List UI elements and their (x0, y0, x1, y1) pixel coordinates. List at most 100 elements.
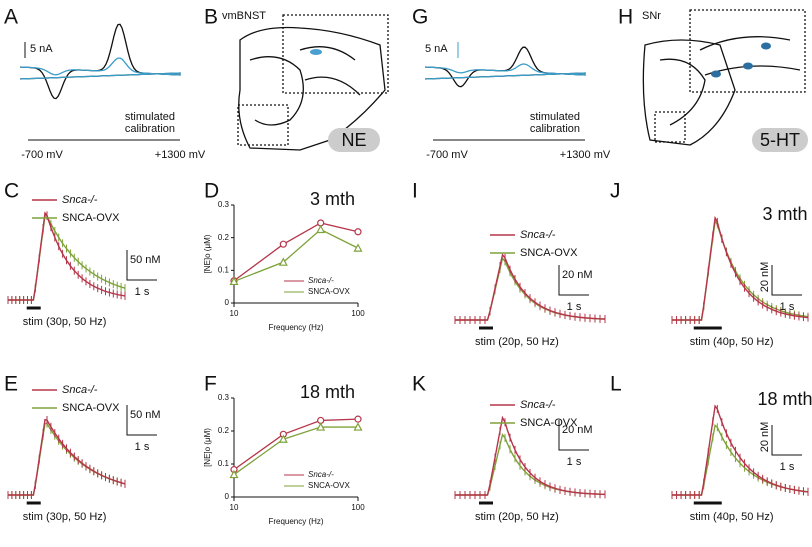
legend-label: stimulated (530, 111, 580, 123)
series-line (233, 228, 359, 283)
data-point (316, 224, 326, 234)
data-point (354, 228, 362, 236)
legend-label: Snca-/- (520, 229, 556, 241)
stim-label: stim (40p, 50 Hz) (690, 511, 774, 523)
panel-letter: E (4, 373, 18, 396)
anatomy-h (642, 9, 808, 152)
stim-label: stim (20p, 50 Hz) (475, 511, 559, 523)
data-point (278, 434, 288, 443)
x-tick-label: 100 (351, 309, 365, 318)
anatomy-b (237, 14, 389, 152)
legend-label: Snca-/- (62, 194, 98, 206)
trace (8, 422, 126, 496)
y-tick-label: 0.3 (218, 393, 230, 402)
cv-calibration (424, 46, 586, 88)
data-point (278, 257, 288, 266)
panel-letter: H (618, 6, 633, 29)
age-label: 3 mth (762, 204, 807, 224)
scale-label: 1 s (135, 286, 150, 298)
data-point (354, 415, 362, 423)
legend-label: Snca-/- (308, 470, 334, 479)
trace (455, 256, 606, 321)
panel-letter: J (610, 180, 621, 203)
legend-label: SNCA-OVX (62, 212, 120, 224)
panel-letter: K (412, 373, 426, 396)
trace (455, 433, 605, 496)
y-axis-label: [NE]o (μM) (203, 428, 212, 467)
panel-letter: F (204, 373, 217, 396)
y-tick-label: 0 (225, 492, 230, 501)
panel-letter: I (412, 180, 418, 203)
axis-label: +1300 mV (155, 149, 206, 161)
data-point (353, 422, 363, 431)
stim-label: stim (30p, 50 Hz) (23, 316, 107, 328)
panel-letter: G (412, 6, 428, 29)
scale-label: 20 nM (759, 422, 771, 453)
y-tick-label: 0.2 (218, 426, 230, 435)
cv-stimulated (424, 63, 586, 80)
y-tick-label: 0 (225, 298, 230, 307)
scale-bar (126, 405, 157, 436)
legend-label: Snca-/- (308, 276, 334, 285)
region-label: SNr (642, 10, 661, 22)
stim-label: stim (30p, 50 Hz) (23, 511, 107, 523)
y-axis-label: [NE]o (μM) (203, 234, 212, 273)
scale-bar (771, 265, 802, 296)
axis-label: +1300 mV (560, 149, 611, 161)
y-tick-label: 0.2 (218, 233, 230, 242)
scale-label: 50 nM (130, 409, 161, 421)
transmitter-label: 5-HT (760, 130, 800, 150)
scale-label: 20 nM (562, 269, 593, 281)
scale-label: 1 s (780, 461, 795, 473)
cv-calibration (19, 23, 181, 100)
series-line (233, 426, 358, 476)
y-tick-label: 0.1 (218, 459, 230, 468)
axis-label: -700 mV (426, 149, 468, 161)
legend-label: stimulated (125, 111, 175, 123)
trace (455, 253, 606, 321)
data-point (279, 240, 287, 248)
scale-bar (771, 425, 802, 456)
scale-bar (558, 420, 589, 451)
x-tick-label: 100 (351, 503, 365, 512)
y-tick-label: 0.3 (218, 200, 230, 209)
legend-label: SNCA-OVX (308, 481, 350, 490)
stim-label: stim (20p, 50 Hz) (475, 336, 559, 348)
panel-letter: B (204, 6, 218, 29)
cv-stimulated (19, 57, 181, 80)
data-point (316, 422, 326, 431)
data-point (229, 276, 239, 286)
region-label: vmBNST (222, 10, 266, 22)
legend-label: SNCA-OVX (62, 402, 120, 414)
panel-letter: D (204, 180, 219, 203)
scale-label: 50 nM (130, 254, 161, 266)
trace (672, 215, 809, 321)
scale-label: 20 nM (562, 424, 593, 436)
scale-label: 1 s (780, 301, 795, 313)
panel-letter: L (610, 373, 622, 396)
legend-label: SNCA-OVX (308, 287, 350, 296)
x-tick-label: 10 (230, 309, 239, 318)
data-point (229, 469, 239, 479)
chart-title: 18 mth (300, 382, 355, 402)
scale-label: 1 s (567, 456, 582, 468)
x-tick-label: 10 (230, 503, 239, 512)
series-line (233, 222, 359, 282)
scale-label: 5 nA (30, 43, 53, 55)
legend-label: SNCA-OVX (520, 417, 578, 429)
legend-label: Snca-/- (520, 399, 556, 411)
panel-letter: C (4, 180, 19, 203)
trace (8, 418, 126, 496)
transmitter-label: NE (341, 130, 366, 150)
chart-title: 3 mth (310, 189, 355, 209)
y-tick-label: 0.1 (218, 265, 230, 274)
legend-label: calibration (530, 123, 580, 135)
scale-bar (558, 265, 589, 296)
trace (455, 415, 606, 496)
trace (8, 211, 126, 301)
x-axis-label: Frequency (Hz) (268, 517, 323, 526)
scale-label: 1 s (567, 301, 582, 313)
scale-label: 5 nA (425, 43, 448, 55)
trace (672, 404, 809, 496)
